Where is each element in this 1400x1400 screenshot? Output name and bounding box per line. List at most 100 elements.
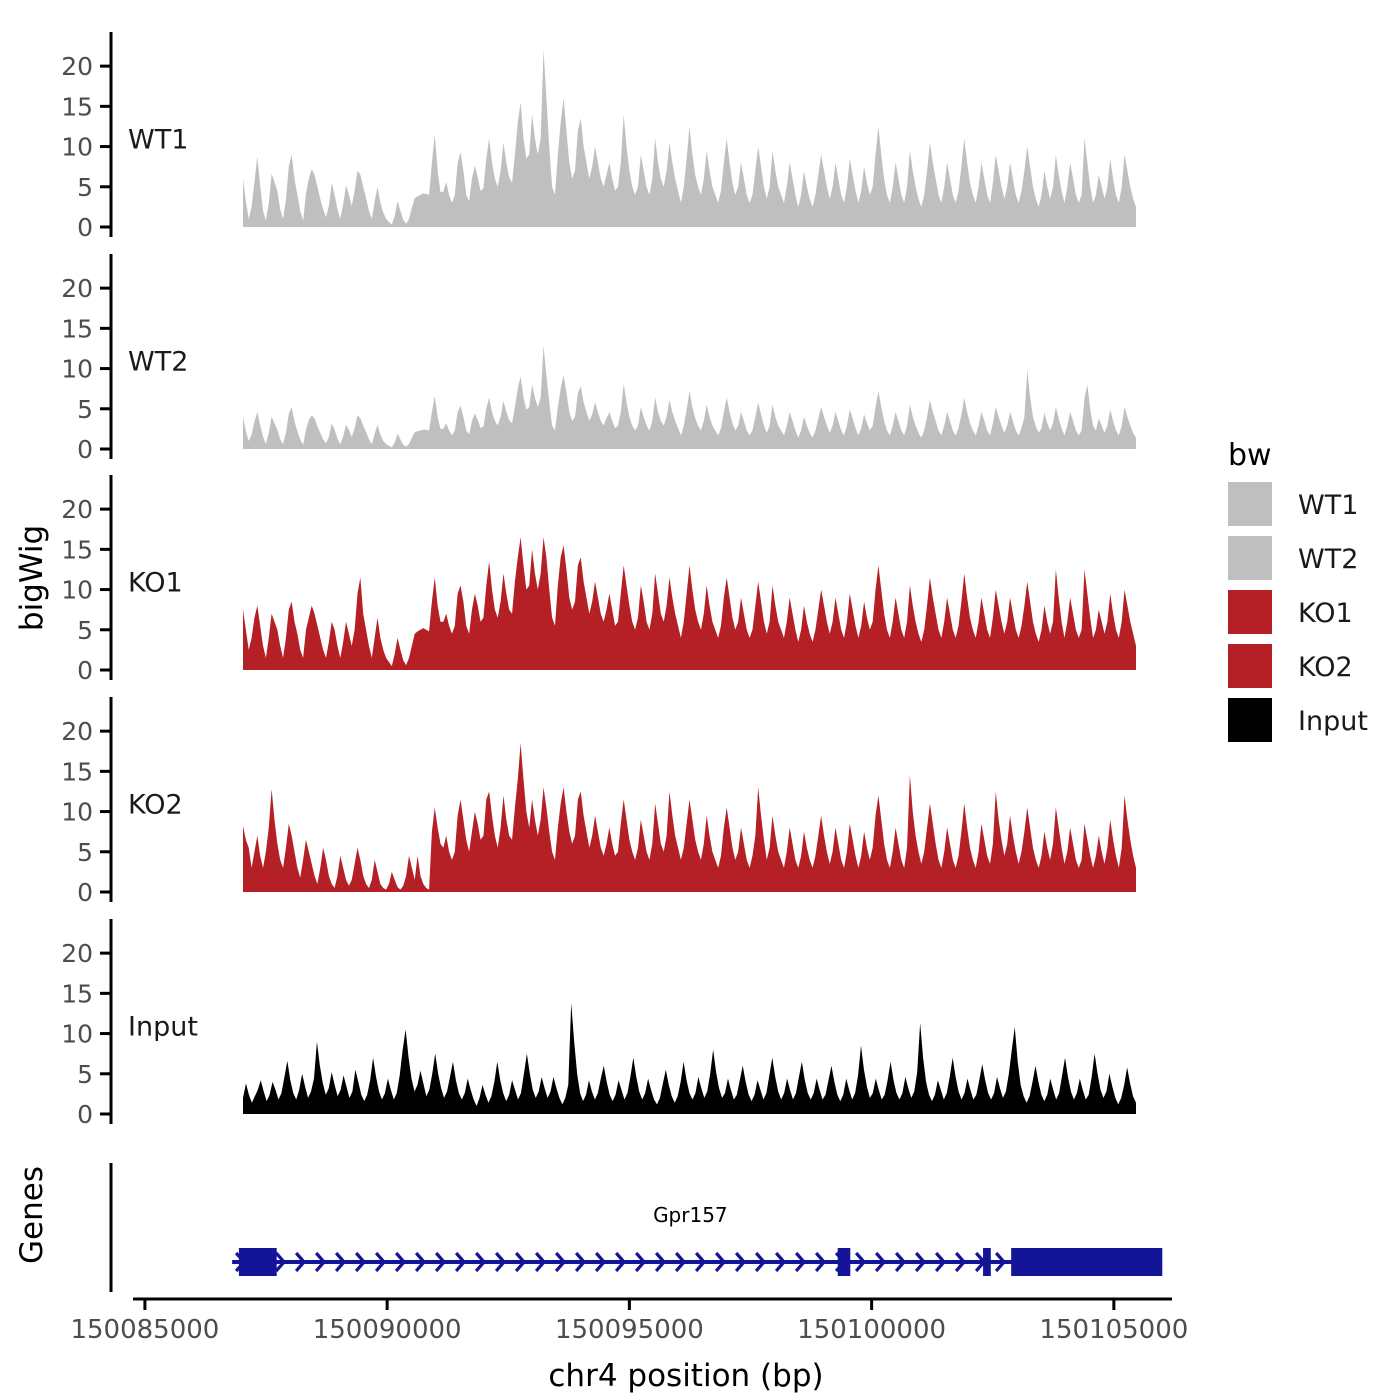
- gene-strand-arrow: [874, 1251, 887, 1273]
- gene-strand-arrow: [654, 1251, 667, 1273]
- gene-strand-arrow: [374, 1251, 387, 1273]
- x-tick-label: 150085000: [70, 1315, 219, 1345]
- gene-strand-arrow: [314, 1251, 327, 1273]
- gene-strand-arrow: [994, 1251, 1007, 1273]
- legend-item-ko2[interactable]: KO2: [1228, 644, 1353, 688]
- y-tick-label: 5: [77, 838, 93, 867]
- signal-area-wt1: [243, 50, 1136, 227]
- x-tick-label: 150095000: [555, 1315, 704, 1345]
- legend-swatch-ko2: [1228, 644, 1272, 688]
- gene-strand-arrow: [854, 1251, 867, 1273]
- y-tick-label: 5: [77, 173, 93, 202]
- legend-item-wt2[interactable]: WT2: [1228, 536, 1358, 580]
- genes-axis-label: Genes: [14, 1166, 50, 1264]
- gene-strand-arrow: [674, 1251, 687, 1273]
- gene-strand-arrow: [454, 1251, 467, 1273]
- legend-item-ko1[interactable]: KO1: [1228, 590, 1353, 634]
- x-tick-label: 150105000: [1039, 1315, 1188, 1345]
- legend-swatch-input: [1228, 698, 1272, 742]
- y-tick-label: 10: [61, 1020, 93, 1049]
- gene-name-label: Gpr157: [653, 1203, 728, 1227]
- gene-strand-arrow: [614, 1251, 627, 1273]
- panel-strip-label-wt2: WT2: [128, 347, 188, 378]
- gene-strand-arrow: [814, 1251, 827, 1273]
- gene-strand-arrow: [354, 1251, 367, 1273]
- legend-item-input[interactable]: Input: [1228, 698, 1368, 742]
- legend-label-input: Input: [1298, 706, 1368, 737]
- y-tick-label: 0: [77, 1100, 93, 1129]
- track-panel-wt2: 0 5 10 15 20 WT2: [61, 254, 1136, 464]
- gene-exon-1: [238, 1248, 277, 1276]
- x-tick-label: 150090000: [313, 1315, 462, 1345]
- legend-label-wt1: WT1: [1298, 490, 1358, 521]
- y-tick-label: 20: [61, 52, 93, 81]
- y-tick-label: 5: [77, 395, 93, 424]
- panel-strip-label-input: Input: [128, 1012, 198, 1043]
- legend-swatch-wt1: [1228, 482, 1272, 526]
- track-panel-wt1: 0 5 10 15 20 WT1: [61, 32, 1136, 242]
- gene-strand-arrow: [274, 1251, 287, 1273]
- legend-label-ko1: KO1: [1298, 598, 1353, 629]
- gene-strand-arrow: [554, 1251, 567, 1273]
- y-tick-label: 15: [61, 535, 93, 564]
- gene-strand-arrow: [594, 1251, 607, 1273]
- signal-area-ko1: [243, 537, 1136, 670]
- y-tick-label: 20: [61, 939, 93, 968]
- legend-label-ko2: KO2: [1298, 652, 1353, 683]
- y-tick-label: 20: [61, 717, 93, 746]
- y-tick-label: 15: [61, 92, 93, 121]
- bigwig-axis-label: bigWig: [14, 525, 50, 631]
- gene-exon-3: [983, 1248, 991, 1276]
- gene-strand-arrow: [734, 1251, 747, 1273]
- y-tick-label: 15: [61, 757, 93, 786]
- gene-strand-arrow: [574, 1251, 587, 1273]
- y-tick-label: 10: [61, 798, 93, 827]
- y-tick-label: 10: [61, 133, 93, 162]
- legend-item-wt1[interactable]: WT1: [1228, 482, 1358, 526]
- panel-strip-label-wt1: WT1: [128, 125, 188, 156]
- gene-strand-arrow: [474, 1251, 487, 1273]
- gene-strand-arrow: [514, 1251, 527, 1273]
- panel-strip-label-ko2: KO2: [128, 790, 183, 821]
- gene-strand-arrow: [694, 1251, 707, 1273]
- gene-strand-arrow: [954, 1251, 967, 1273]
- y-tick-label: 15: [61, 314, 93, 343]
- legend-title: bw: [1228, 438, 1272, 473]
- track-panel-ko1: 0 5 10 15 20 KO1: [61, 475, 1136, 685]
- panel-strip-label-ko1: KO1: [128, 568, 183, 599]
- y-tick-label: 10: [61, 576, 93, 605]
- gene-exon-4: [1011, 1248, 1163, 1276]
- gene-strand-arrow: [794, 1251, 807, 1273]
- signal-area-wt2: [243, 346, 1136, 449]
- gene-strand-arrow: [774, 1251, 787, 1273]
- gene-exon-2: [837, 1248, 851, 1276]
- y-tick-label: 5: [77, 1060, 93, 1089]
- y-tick-label: 15: [61, 979, 93, 1008]
- signal-area-input: [243, 1003, 1136, 1114]
- gene-strand-arrow: [494, 1251, 507, 1273]
- gene-strand-arrow: [414, 1251, 427, 1273]
- x-axis-title: chr4 position (bp): [548, 1358, 823, 1394]
- y-tick-label: 0: [77, 435, 93, 464]
- y-tick-label: 5: [77, 616, 93, 645]
- y-tick-label: 10: [61, 355, 93, 384]
- legend: bw WT1 WT2 KO1 KO2 Input: [1228, 438, 1368, 742]
- genes-panel: Gpr157: [109, 1163, 1163, 1292]
- y-tick-label: 20: [61, 495, 93, 524]
- gene-strand-arrow: [934, 1251, 947, 1273]
- gene-strand-arrow: [634, 1251, 647, 1273]
- x-axis: 150085000 150090000 150095000 150100000 1501…: [70, 1297, 1188, 1394]
- gene-strand-arrow: [914, 1251, 927, 1273]
- y-tick-label: 20: [61, 274, 93, 303]
- gene-strand-arrow: [434, 1251, 447, 1273]
- y-tick-label: 0: [77, 213, 93, 242]
- legend-label-wt2: WT2: [1298, 544, 1358, 575]
- track-panel-ko2: 0 5 10 15 20 KO2: [61, 697, 1136, 907]
- signal-area-ko2: [243, 743, 1136, 892]
- x-tick-label: 150100000: [797, 1315, 946, 1345]
- gene-strand-arrow: [334, 1251, 347, 1273]
- gene-strand-arrow: [394, 1251, 407, 1273]
